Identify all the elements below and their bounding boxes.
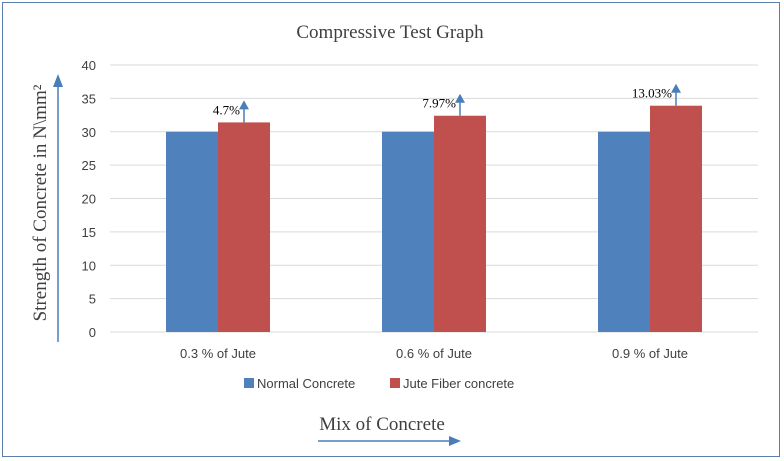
y-tick-label: 15	[82, 225, 96, 240]
chart-title: Compressive Test Graph	[296, 22, 484, 43]
bar-normal-concrete-0-6-of-jute	[382, 131, 434, 332]
bar-normal-concrete-0-3-of-jute	[166, 131, 218, 332]
bar-jute-fiber-concrete-0-3-of-jute	[218, 122, 270, 332]
y-tick-label: 10	[82, 258, 96, 273]
x-axis-tick-labels: 0.3 % of Jute 0.6 % of Jute 0.9 % of Jute	[180, 346, 688, 361]
y-axis-tick-labels: 0 5 10 15 20 25 30 35 40	[82, 58, 96, 340]
bar-jute-fiber-concrete-0-6-of-jute	[434, 115, 486, 332]
bar-normal-concrete-0-9-of-jute	[598, 131, 650, 332]
increase-percent-label: 7.97%	[422, 96, 456, 111]
y-axis-arrow	[53, 74, 63, 342]
x-tick-label: 0.3 % of Jute	[180, 346, 256, 361]
bar-annotations: 4.7% 7.97% 13.03%	[213, 83, 681, 123]
legend-label-jute-fiber-concrete: Jute Fiber concrete	[403, 376, 514, 391]
legend-swatch-jute-fiber-concrete	[390, 378, 400, 388]
y-tick-label: 0	[89, 325, 96, 340]
increase-arrow-head	[455, 93, 465, 103]
y-axis-label: Strength of Concrete in N\mm²	[30, 84, 51, 321]
increase-percent-label: 13.03%	[632, 86, 672, 101]
increase-arrow-head	[239, 100, 249, 110]
y-tick-label: 25	[82, 158, 96, 173]
y-tick-label: 35	[82, 91, 96, 106]
y-tick-label: 20	[82, 192, 96, 207]
increase-percent-label: 4.7%	[213, 102, 240, 117]
legend-swatch-normal-concrete	[244, 378, 254, 388]
x-axis-label: Mix of Concrete	[319, 414, 445, 435]
legend-label-normal-concrete: Normal Concrete	[257, 376, 355, 391]
y-tick-label: 5	[89, 292, 96, 307]
x-tick-label: 0.9 % of Jute	[612, 346, 688, 361]
increase-arrow-head	[671, 83, 681, 93]
bars	[166, 105, 702, 332]
y-tick-label: 30	[82, 125, 96, 140]
legend: Normal Concrete Jute Fiber concrete	[244, 376, 514, 391]
x-axis-arrow	[318, 436, 461, 446]
x-tick-label: 0.6 % of Jute	[396, 346, 472, 361]
bar-jute-fiber-concrete-0-9-of-jute	[650, 105, 702, 332]
y-tick-label: 40	[82, 58, 96, 73]
